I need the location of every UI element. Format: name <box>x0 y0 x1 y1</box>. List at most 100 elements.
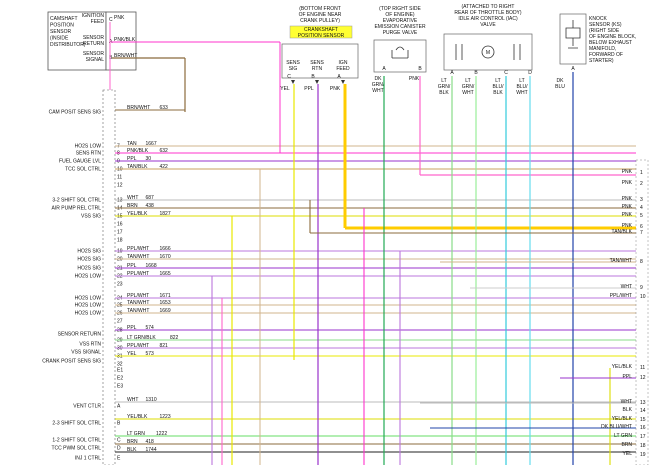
iac-wire-label: GRN/ <box>462 84 475 90</box>
right-wire-label: BRN <box>621 442 632 448</box>
right-wire-label: WHT <box>621 399 632 405</box>
pcm-pin-numbers: 7891011121314151617181920212223242526272… <box>117 144 123 462</box>
wire-color-label: BRN/WHT <box>127 105 150 111</box>
wire-circuit-number: 1827 <box>160 211 171 217</box>
crank-wire-label: PPL <box>304 86 314 92</box>
right-pin-number: 9 <box>640 285 643 291</box>
wire-color-label: BRN <box>127 439 138 445</box>
pcm-pin-number: A <box>117 404 121 410</box>
wire-circuit-number: 1666 <box>160 246 171 252</box>
wire-circuit-number: 574 <box>146 325 155 331</box>
wire-circuit-number: 1668 <box>146 263 157 269</box>
right-pin-number: 7 <box>640 230 643 236</box>
knock-title-line: MANIFOLD, <box>589 46 616 52</box>
wire-circuit-number: 1665 <box>160 271 171 277</box>
right-pin-number: 13 <box>640 400 646 406</box>
crank-pin-label: SENS <box>286 60 300 66</box>
crank-name-line: CRANKSHAFT <box>304 27 338 33</box>
iac-wire-label: BLK <box>439 90 449 96</box>
pcm-pin-number: C <box>117 438 121 444</box>
wire-color-label: TAN/BLK <box>127 164 148 170</box>
pcm-terminal-label: CRANK POSIT SENS SIG <box>42 359 101 365</box>
iac-wire-label: BLU/ <box>492 84 504 90</box>
pcm-terminal-label: FUEL GAUGE LVL <box>59 159 101 165</box>
pin-arrow-icon <box>315 80 319 84</box>
camshaft-pin-label: RETURN <box>83 41 104 47</box>
right-pin-number: 18 <box>640 443 646 449</box>
piezo-icon <box>565 20 581 49</box>
camshaft-pin-label: SIGNAL <box>86 57 105 63</box>
wire-circuit-number: 1670 <box>160 254 171 260</box>
wire-color-label: YEL/BLK <box>127 414 148 420</box>
right-wire-label: YEL/BLK <box>612 364 633 370</box>
right-wire-label: PNK <box>622 212 633 218</box>
wire-color-label: PPL/WHT <box>127 246 149 252</box>
pcm-terminal-label: HO2S SIG <box>77 249 101 255</box>
wire-color-label: PPL <box>127 156 137 162</box>
wire-circuit-number: 1669 <box>160 308 171 314</box>
knock-title-line: BELOW EXHAUST <box>589 40 632 46</box>
pcm-terminal-label: HO2S LOW <box>75 144 102 150</box>
camshaft-wire-label: BRN/WHT <box>114 53 137 59</box>
wire-circuit-number: 1310 <box>146 397 157 403</box>
crank-wire-label: PNK <box>330 86 341 92</box>
knock-title-line: SENSOR (KS) <box>589 22 622 28</box>
pcm-pin-number: 12 <box>117 183 123 189</box>
wire-circuit-number: 632 <box>160 148 169 154</box>
winding-icon <box>455 44 521 60</box>
right-connector-labels: PNK 1 PNK 2 PNK 3 PNK 4 PNK 5 PNK 6 TAN/BLK 7 TAN/WHT 8… <box>601 169 646 458</box>
right-wire-label: PPL <box>623 374 633 380</box>
iac-title-line: VALVE <box>480 22 496 28</box>
pcm-terminal-label: VSS RTN <box>79 342 101 348</box>
pcm-terminal-label: HO2S SIG <box>77 257 101 263</box>
right-wire-label: YEL <box>623 451 633 457</box>
right-pin-number: 14 <box>640 408 646 414</box>
crank-pin-label: FEED <box>336 66 350 72</box>
pcm-terminal-label: VSS SIG <box>81 214 101 220</box>
crank-pin-letter: B <box>311 74 315 80</box>
right-pin-number: 8 <box>640 259 643 265</box>
wire-color-label: YEL <box>127 351 137 357</box>
wire-circuit-number: 422 <box>160 164 169 170</box>
pcm-terminal-label: SENSOR RETURN <box>58 332 102 338</box>
pcm-terminal-label: 3-2 SHIFT SOL CTRL <box>52 198 101 204</box>
pcm-terminal-label: 2-3 SHIFT SOL CTRL <box>52 421 101 427</box>
wire-color-label: TAN <box>127 141 137 147</box>
pin-arrow-icon <box>291 80 295 84</box>
iac-title-line: IDLE AIR CONTROL (IAC) <box>458 16 518 22</box>
knock-wire-label: DK <box>557 78 565 84</box>
iac-title-line: (ATTACHED TO RIGHT <box>462 4 515 10</box>
crank-pin-label: SIG <box>289 66 298 72</box>
pcm-terminal-label: HO2S LOW <box>75 311 102 317</box>
iac-pin-letter: C <box>504 70 508 76</box>
wire-circuit-number: 418 <box>146 439 155 445</box>
pcm-pin-number: 27 <box>117 319 123 325</box>
wire-circuit-number: 633 <box>160 105 169 111</box>
evap-title-line: (TOP RIGHT SIDE <box>379 6 421 12</box>
wire-circuit-number: 573 <box>146 351 155 357</box>
pcm-pin-number: E3 <box>117 384 123 390</box>
knock-title-line: OF ENGINE BLOCK, <box>589 34 636 40</box>
right-wire-label: LT GRN <box>614 433 632 439</box>
crank-name-line: POSITION SENSOR <box>298 33 345 39</box>
crank-pin-letter: C <box>287 74 291 80</box>
evap-wire-label: GRN/ <box>372 82 385 88</box>
pcm-terminal-label: INJ 1 CTRL <box>75 456 101 462</box>
knock-title-line: STARTER) <box>589 58 614 64</box>
right-pin-number: 3 <box>640 197 643 203</box>
iac-wire-label: LT <box>495 78 500 84</box>
wire-color-label: WHT <box>127 195 138 201</box>
right-wire-label: PNK <box>622 196 633 202</box>
wire-color-label: PPL <box>127 263 137 269</box>
pcm-pin-number: 23 <box>117 282 123 288</box>
right-wire-label: YEL/BLK <box>612 416 633 422</box>
knock-title-line: (RIGHT SIDE <box>589 28 620 34</box>
wire-circuit-number: 1667 <box>146 141 157 147</box>
pcm-pin-number: E <box>117 456 121 462</box>
wire-color-label: TAN/WHT <box>127 300 149 306</box>
